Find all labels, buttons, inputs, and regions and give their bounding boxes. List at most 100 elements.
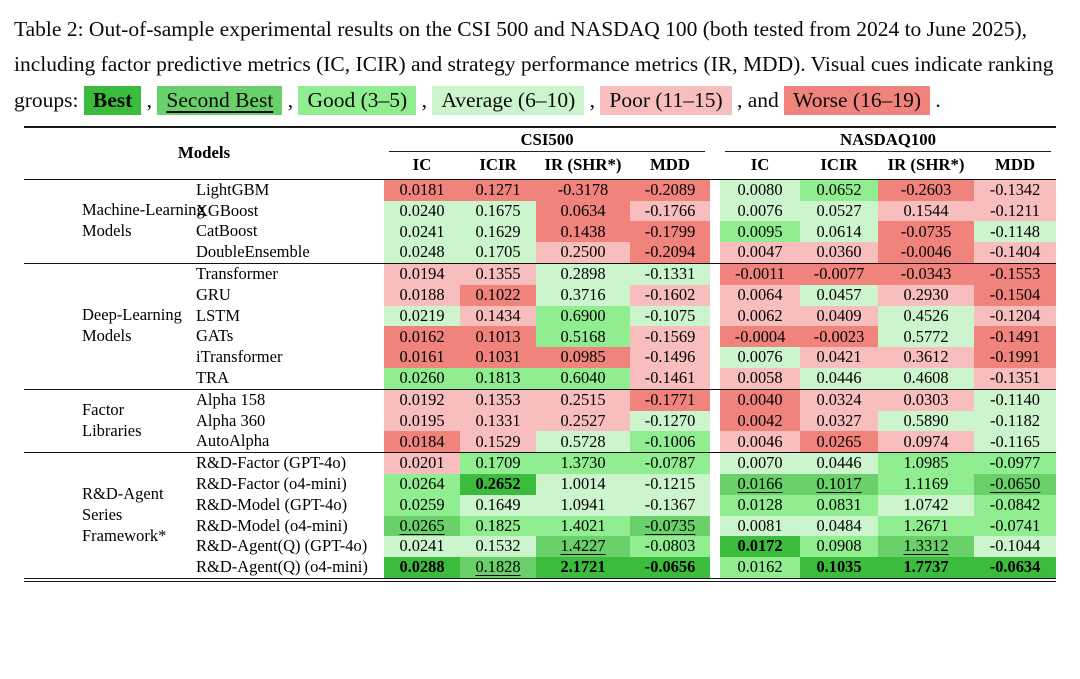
table-row: R&D-Model (o4-mini) 0.0265 0.1825 1.4021 -0.… [24,515,1057,537]
value-cell-nasdaq100-mdd: -0.1204 [974,305,1057,327]
value-cell-csi500-icir: 0.1022 [460,284,536,306]
value-cell-csi500-irshr: 1.0941 [536,494,630,516]
value-cell-nasdaq100-irshr: 1.3312 [878,536,975,558]
value-cell-nasdaq100-ic: 0.0076 [720,347,801,368]
value-cell-csi500-ic: 0.0188 [384,284,460,306]
value-cell-nasdaq100-irshr: 0.5772 [878,326,975,348]
value-cell-csi500-ic: 0.0219 [384,305,460,327]
value-cell-csi500-irshr: 0.2898 [536,263,630,285]
model-name: Transformer [196,264,278,284]
column-gap [710,431,720,452]
value-cell-csi500-mdd: -0.1771 [630,389,711,411]
value-cell-nasdaq100-irshr: -0.0343 [878,263,975,285]
value-cell-nasdaq100-mdd: -0.1351 [974,367,1057,390]
value-cell-csi500-irshr: 0.6900 [536,305,630,327]
model-name: LSTM [196,305,241,325]
section-2: Deep‑Learning Models Transformer 0.0194 0.1… [24,263,1057,390]
value-cell-csi500-mdd: -0.1766 [630,200,711,222]
value-cell-nasdaq100-mdd: -0.0741 [974,515,1057,537]
value-cell-nasdaq100-icir: 0.0652 [800,179,879,201]
value-cell-csi500-ic: 0.0240 [384,200,460,222]
value-cell-csi500-irshr: 1.3730 [536,452,630,474]
value-cell-nasdaq100-mdd: -0.1553 [974,263,1057,285]
table-row: Factor Libraries Alpha 158 0.0192 0.1353 0.2… [24,389,1057,440]
value-cell-csi500-mdd: -0.0787 [630,452,711,474]
value-cell-csi500-mdd: -0.1075 [630,305,711,327]
value-cell-nasdaq100-ic: 0.0081 [720,515,801,537]
column-gap [710,179,720,200]
metric-header-irshr-csi500: IR (SHR*) [544,155,622,175]
value-cell-nasdaq100-ic: 0.0042 [720,410,801,432]
value-cell-csi500-icir: 0.2652 [460,473,536,495]
value-cell-csi500-ic: 0.0288 [384,557,460,578]
metric-header-mdd-nasdaq100: MDD [995,155,1036,175]
table-caption: Table 2: Out-of-sample experimental resu… [14,12,1066,118]
group-header-nasdaq100: NASDAQ100 [720,127,1056,152]
value-cell-csi500-mdd: -0.0656 [630,557,711,578]
value-cell-nasdaq100-mdd: -0.1148 [974,221,1057,243]
value-cell-csi500-icir: 0.1031 [460,347,536,368]
legend-chip-worse: Worse (16–19) [784,85,931,115]
value-cell-nasdaq100-irshr: 0.5890 [878,410,975,432]
table-row: Machine‑Learning Models LightGBM 0.0181 0.1… [24,179,1057,240]
table-row: R&D-Factor (o4-mini) 0.0264 0.2652 1.0014 -0… [24,473,1057,495]
value-cell-csi500-ic: 0.0248 [384,242,460,264]
value-cell-nasdaq100-mdd: -0.1165 [974,431,1057,453]
value-cell-csi500-icir: 0.1529 [460,431,536,453]
model-name: Alpha 360 [196,410,266,430]
value-cell-csi500-mdd: -0.0803 [630,536,711,558]
table-row: TRA 0.0260 0.1813 0.6040 -0.1461 0.0058 0.0446… [24,367,1057,390]
value-cell-nasdaq100-irshr: 1.1169 [878,473,975,495]
value-cell-csi500-ic: 0.0259 [384,494,460,516]
value-cell-csi500-irshr: -0.3178 [536,179,630,201]
group-header-csi500: CSI500 [384,127,710,152]
legend-chip-avg: Average (6–10) [432,85,585,115]
value-cell-nasdaq100-icir: 0.1035 [800,557,879,578]
value-cell-csi500-icir: 0.1709 [460,452,536,474]
value-cell-csi500-mdd: -0.1799 [630,221,711,243]
value-cell-csi500-icir: 0.1355 [460,263,536,285]
table-row: DoubleEnsemble 0.0248 0.1705 0.2500 -0.2094 0… [24,242,1057,264]
value-cell-csi500-ic: 0.0184 [384,431,460,453]
column-gap [710,326,720,347]
column-gap [710,285,720,306]
column-gap [710,242,720,263]
value-cell-nasdaq100-ic: 0.0172 [720,536,801,558]
column-gap [710,411,720,432]
value-cell-nasdaq100-mdd: -0.0650 [974,473,1057,495]
value-cell-nasdaq100-icir: 0.0327 [800,410,879,432]
value-cell-csi500-icir: 0.1675 [460,200,536,222]
value-cell-nasdaq100-icir: 0.0446 [800,367,879,390]
value-cell-nasdaq100-irshr: 1.0985 [878,452,975,474]
value-cell-csi500-icir: 0.1331 [460,410,536,432]
value-cell-nasdaq100-icir: 0.1017 [800,473,879,495]
value-cell-nasdaq100-ic: 0.0046 [720,431,801,453]
value-cell-csi500-mdd: -0.1367 [630,494,711,516]
metric-header-irshr-nasdaq100: IR (SHR*) [887,155,965,175]
model-name: GRU [196,284,231,304]
model-name: DoubleEnsemble [196,242,310,262]
value-cell-nasdaq100-icir: 0.0457 [800,284,879,306]
column-gap [710,347,720,368]
value-cell-nasdaq100-ic: 0.0080 [720,179,801,201]
value-cell-csi500-ic: 0.0264 [384,473,460,495]
metric-header-mdd-csi500: MDD [649,155,691,175]
category-cell: Machine‑Learning Models [82,200,205,241]
value-cell-csi500-irshr: 0.6040 [536,367,630,390]
value-cell-nasdaq100-icir: 0.0831 [800,494,879,516]
value-cell-csi500-mdd: -0.1496 [630,347,711,368]
value-cell-csi500-mdd: -0.1331 [630,263,711,285]
table-header: Models CSI500 NASDAQ100 IC ICIR IR (SHR*) M… [24,127,1057,180]
results-table: Models CSI500 NASDAQ100 IC ICIR IR (SHR*) M… [24,125,1057,578]
value-cell-csi500-mdd: -0.2094 [630,242,711,264]
column-gap [710,368,720,389]
value-cell-nasdaq100-irshr: 0.2930 [878,284,975,306]
value-cell-nasdaq100-irshr: 0.0974 [878,431,975,453]
value-cell-csi500-ic: 0.0161 [384,347,460,368]
value-cell-csi500-ic: 0.0162 [384,326,460,348]
value-cell-nasdaq100-icir: 0.0484 [800,515,879,537]
value-cell-csi500-ic: 0.0192 [384,389,460,411]
value-cell-nasdaq100-irshr: 0.4526 [878,305,975,327]
value-cell-csi500-ic: 0.0194 [384,263,460,285]
value-cell-nasdaq100-ic: 0.0058 [720,367,801,390]
